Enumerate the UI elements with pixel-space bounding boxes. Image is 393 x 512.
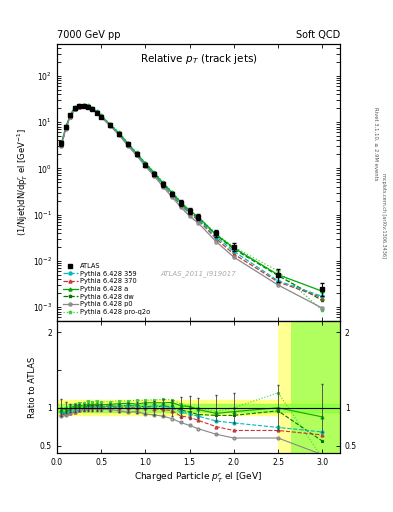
Text: 7000 GeV pp: 7000 GeV pp <box>57 30 121 40</box>
Text: ATLAS_2011_I919017: ATLAS_2011_I919017 <box>161 270 236 276</box>
Bar <box>57 404 340 412</box>
Bar <box>291 321 340 453</box>
Y-axis label: Ratio to ATLAS: Ratio to ATLAS <box>28 356 37 418</box>
X-axis label: Charged Particle $p^{r}_{T}$ el [GeV]: Charged Particle $p^{r}_{T}$ el [GeV] <box>134 471 263 485</box>
Legend: ATLAS, Pythia 6.428 359, Pythia 6.428 370, Pythia 6.428 a, Pythia 6.428 dw, Pyth: ATLAS, Pythia 6.428 359, Pythia 6.428 37… <box>60 260 153 317</box>
Text: Soft QCD: Soft QCD <box>296 30 340 40</box>
Y-axis label: (1/Njet)dN/dp$^{r}_{T}$ el [GeV$^{-1}$]: (1/Njet)dN/dp$^{r}_{T}$ el [GeV$^{-1}$] <box>15 129 30 236</box>
Bar <box>57 400 340 415</box>
Text: mcplots.cern.ch [arXiv:1306.3436]: mcplots.cern.ch [arXiv:1306.3436] <box>381 173 386 258</box>
Text: Relative $p_{T}$ (track jets): Relative $p_{T}$ (track jets) <box>140 52 257 66</box>
Text: Rivet 3.1.10, ≥ 2.9M events: Rivet 3.1.10, ≥ 2.9M events <box>373 106 378 180</box>
Bar <box>278 321 340 453</box>
